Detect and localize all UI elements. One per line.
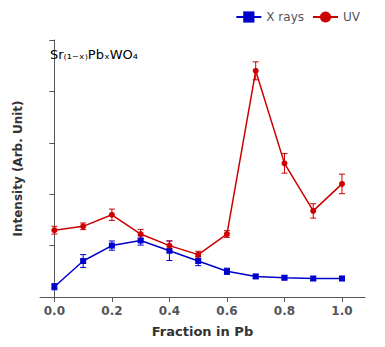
- svg-text:0.2: 0.2: [101, 304, 122, 318]
- svg-text:Sr₍₁₋ₓ₎PbₓWO₄: Sr₍₁₋ₓ₎PbₓWO₄: [50, 47, 138, 62]
- svg-text:X rays: X rays: [266, 10, 304, 24]
- svg-text:Fraction in Pb: Fraction in Pb: [152, 324, 253, 339]
- svg-text:0.8: 0.8: [274, 304, 295, 318]
- svg-text:UV: UV: [343, 10, 361, 24]
- svg-text:0.4: 0.4: [159, 304, 180, 318]
- svg-text:1.0: 1.0: [331, 304, 352, 318]
- svg-text:0.0: 0.0: [44, 304, 65, 318]
- svg-text:Intensity (Arb. Unit): Intensity (Arb. Unit): [11, 100, 25, 236]
- svg-text:0.6: 0.6: [216, 304, 237, 318]
